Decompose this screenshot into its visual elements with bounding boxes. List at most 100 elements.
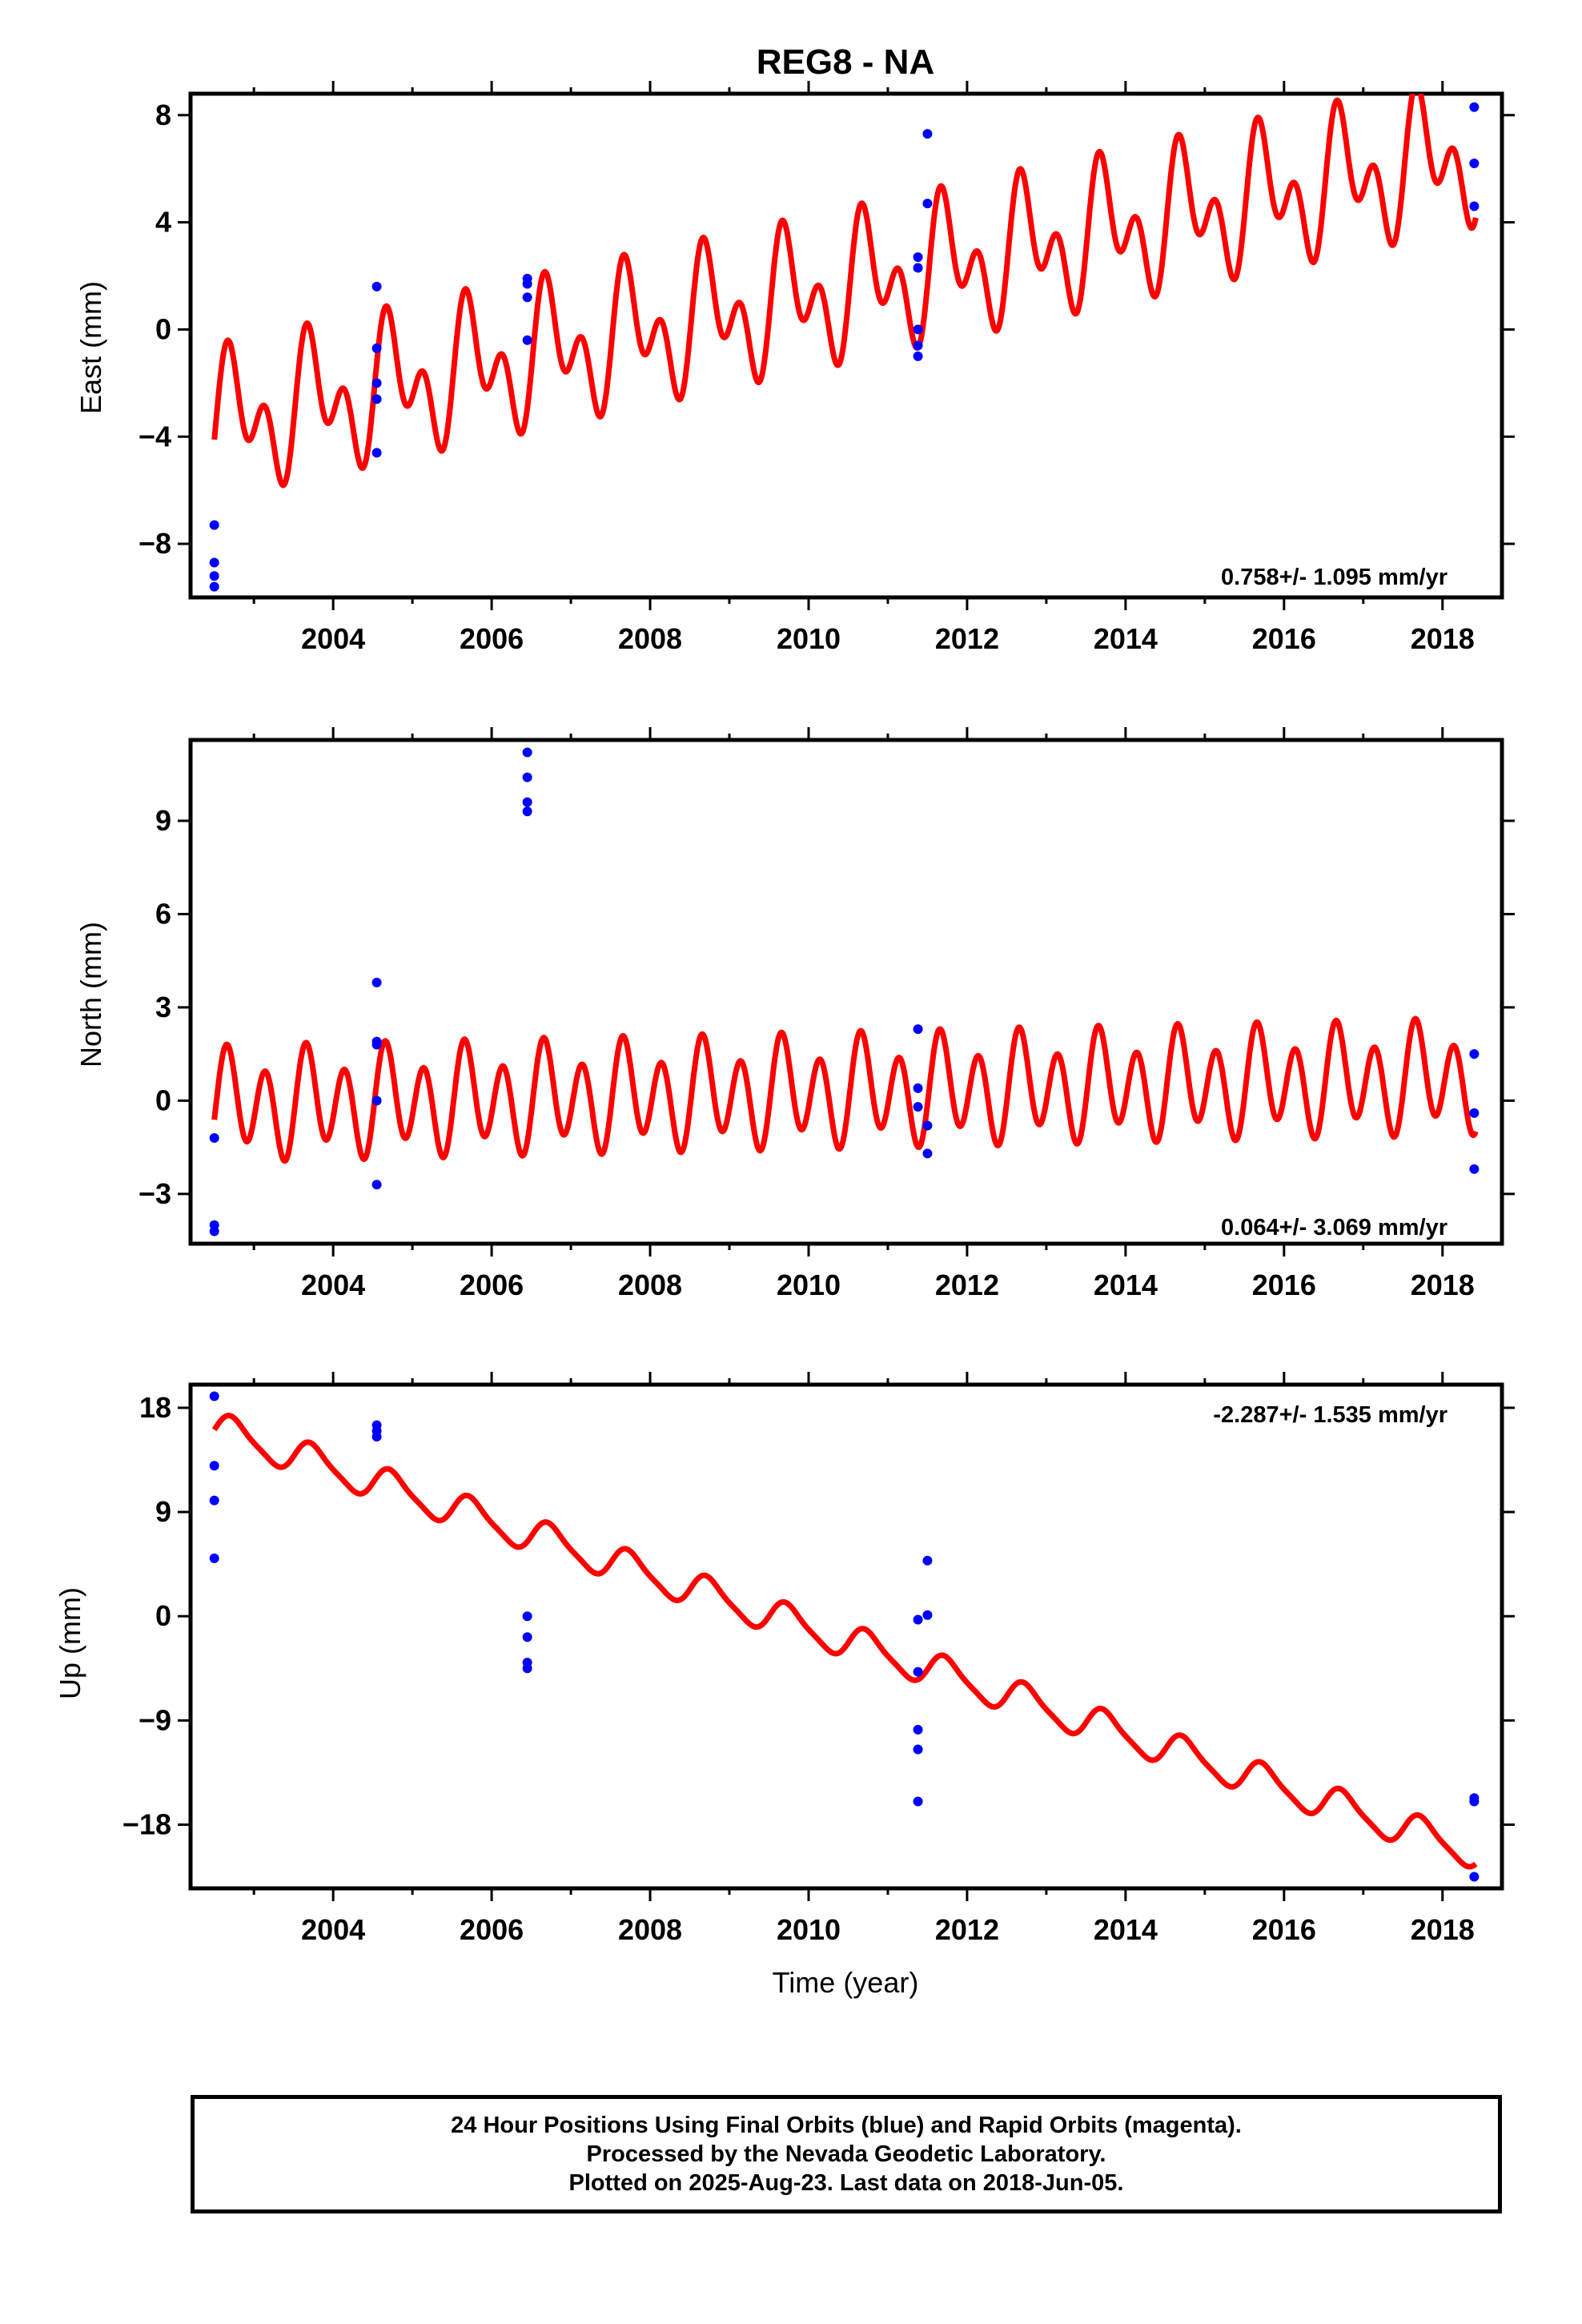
north-data-point — [913, 1102, 923, 1112]
east-x-tick-label: 2016 — [1252, 622, 1316, 655]
up-data-point — [1469, 1872, 1480, 1882]
north-x-tick-label: 2006 — [460, 1269, 524, 1301]
up-x-tick-label: 2016 — [1252, 1913, 1316, 1946]
up-plot-frame — [188, 1382, 1504, 1891]
up-x-tick-label: 2014 — [1094, 1913, 1158, 1946]
east-data-point — [913, 351, 923, 361]
east-data-point — [913, 263, 923, 273]
east-x-tick-label: 2014 — [1094, 622, 1158, 655]
east-model-curve — [211, 94, 1479, 489]
north-x-tick-label: 2012 — [935, 1269, 999, 1301]
panel-up: 2004 2006 2008 2010 2012 2014 2016 2018 −18 −9 0 9 1… — [54, 1372, 1515, 1946]
up-x-tick-label: 2010 — [777, 1913, 841, 1946]
east-data-point — [371, 281, 382, 292]
north-data-point — [922, 1120, 933, 1131]
up-data-point — [522, 1611, 532, 1622]
north-data-point — [209, 1226, 219, 1236]
up-x-tick-label: 2008 — [618, 1913, 682, 1946]
north-y-tick-label: −3 — [139, 1177, 171, 1210]
north-rate-label: 0.064+/- 3.069 mm/yr — [1221, 1215, 1447, 1240]
north-data-point — [371, 1096, 382, 1106]
east-y-tick-label: −4 — [139, 420, 171, 452]
up-data-point — [209, 1553, 219, 1563]
north-x-tick-label: 2014 — [1094, 1269, 1158, 1301]
up-x-tick-label: 2004 — [301, 1913, 365, 1946]
up-plot-content: 2004 2006 2008 2010 2012 2014 2016 2018 −18 −9 0 9 1… — [122, 1372, 1515, 1946]
up-x-tick-label: 2012 — [935, 1913, 999, 1946]
up-data-point — [913, 1614, 923, 1625]
north-x-tick-label: 2004 — [301, 1269, 365, 1301]
chart-title: REG8 - NA — [757, 42, 934, 82]
north-x-tick-label: 2018 — [1411, 1269, 1475, 1301]
up-model-curve — [211, 1413, 1478, 1870]
east-x-tick-label: 2008 — [618, 622, 682, 655]
north-plot-content: 2004 2006 2008 2010 2012 2014 2016 2018 −3 0 3 6 9 — [139, 727, 1515, 1301]
north-x-tick-label: 2008 — [618, 1269, 682, 1301]
up-data-point — [913, 1744, 923, 1755]
east-y-tick-label: 8 — [155, 99, 171, 131]
north-x-tick-label: 2016 — [1252, 1269, 1316, 1301]
north-y-tick-label: 3 — [155, 991, 171, 1023]
north-model-curve — [211, 1015, 1479, 1164]
east-data-point — [522, 279, 532, 289]
east-data-point — [913, 252, 923, 263]
up-y-tick-label: 9 — [155, 1495, 171, 1528]
north-data-point — [922, 1148, 933, 1159]
north-data-point — [522, 797, 532, 807]
east-data-point — [371, 378, 382, 388]
north-data-point — [522, 747, 532, 758]
north-plot-frame — [188, 738, 1504, 1246]
up-data-point — [922, 1555, 933, 1566]
north-y-tick-label: 0 — [155, 1084, 171, 1116]
panel-east: 2004 2006 2008 2010 2012 2014 2016 2018−8−4048 … — [74, 81, 1515, 655]
east-y-tick-label: −8 — [139, 527, 171, 560]
east-plot-content: 2004 2006 2008 2010 2012 2014 2016 2018 −8 −4 0 4 8 — [139, 81, 1515, 655]
east-data-point — [1469, 102, 1480, 112]
up-data-point — [1469, 1796, 1480, 1807]
north-x-tick-label: 2010 — [777, 1269, 841, 1301]
north-data-point — [1469, 1049, 1480, 1059]
up-data-point — [209, 1495, 219, 1506]
east-data-point — [371, 394, 382, 404]
east-data-point — [209, 581, 219, 592]
footer-line-3: Plotted on 2025-Aug-23. Last data on 201… — [568, 2170, 1124, 2196]
north-data-point — [371, 977, 382, 987]
footer-line-1: 24 Hour Positions Using Final Orbits (bl… — [451, 2113, 1242, 2138]
east-data-point — [522, 335, 532, 345]
north-data-point — [913, 1083, 923, 1093]
east-data-point — [913, 324, 923, 335]
up-data-point — [209, 1461, 219, 1471]
panel-north: 2004 2006 2008 2010 2012 2014 2016 2018 −3 0 3 6 9 N… — [74, 727, 1515, 1301]
up-data-point — [522, 1663, 532, 1674]
north-y-axis-label: North (mm) — [74, 922, 107, 1068]
north-data-point — [371, 1039, 382, 1050]
east-x-tick-label: 2012 — [935, 622, 999, 655]
up-data-point — [913, 1796, 923, 1807]
up-x-tick-label: 2018 — [1411, 1913, 1475, 1946]
east-data-point — [209, 557, 219, 568]
up-data-point — [209, 1391, 219, 1401]
up-data-point — [913, 1667, 923, 1677]
footer-line-2: Processed by the Nevada Geodetic Laborat… — [586, 2141, 1106, 2167]
north-data-point — [522, 772, 532, 782]
north-y-tick-label: 6 — [155, 897, 171, 930]
east-data-point — [209, 571, 219, 581]
north-data-point — [1469, 1164, 1480, 1174]
east-data-point — [209, 520, 219, 530]
east-data-point — [922, 129, 933, 139]
east-x-tick-label: 2004 — [301, 622, 365, 655]
east-y-axis-label: East (mm) — [74, 281, 107, 414]
up-y-axis-label: Up (mm) — [54, 1587, 86, 1699]
up-x-tick-label: 2006 — [460, 1913, 524, 1946]
north-data-point — [371, 1180, 382, 1190]
east-data-point — [1469, 158, 1480, 168]
up-data-point — [522, 1632, 532, 1642]
up-data-point — [913, 1724, 923, 1735]
east-data-point — [913, 340, 923, 351]
east-x-tick-label: 2006 — [460, 622, 524, 655]
east-x-tick-label: 2018 — [1411, 622, 1475, 655]
east-y-tick-label: 4 — [155, 206, 171, 239]
north-data-point — [209, 1132, 219, 1143]
east-rate-label: 0.758+/- 1.095 mm/yr — [1221, 565, 1447, 590]
